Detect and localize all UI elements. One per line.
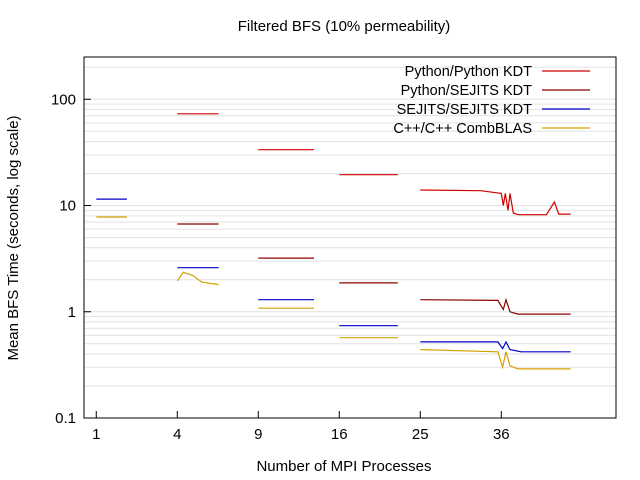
- y-tick-label: 1: [68, 304, 76, 321]
- series-2: [177, 223, 571, 315]
- x-tick-label: 1: [92, 426, 100, 443]
- series-line: [420, 189, 571, 216]
- y-tick-label: 100: [51, 91, 76, 108]
- grid: [84, 66, 616, 387]
- series-line: [420, 340, 571, 353]
- x-tick-label: 16: [331, 426, 348, 443]
- plot-frame: [83, 56, 617, 419]
- x-tick-label: 25: [412, 426, 429, 443]
- legend: Python/Python KDT Python/SEJITS KDT SEJITS…: [393, 64, 590, 137]
- chart-title: Filtered BFS (10% permeability): [238, 18, 451, 35]
- series-line: [420, 349, 571, 370]
- series-group: [96, 113, 571, 370]
- y-tick-label: 10: [59, 198, 76, 215]
- x-tick-label: 4: [173, 426, 181, 443]
- x-axis-label: Number of MPI Processes: [256, 458, 431, 475]
- x-tick-label: 36: [493, 426, 510, 443]
- legend-label: C++/C++ CombBLAS: [393, 121, 532, 137]
- series-line: [176, 271, 219, 286]
- legend-label: SEJITS/SEJITS KDT: [397, 102, 532, 118]
- ticks: 0.1 1 10 100 1 4 9 16 25 36: [51, 91, 510, 443]
- x-tick-label: 9: [254, 426, 262, 443]
- y-axis-label: Mean BFS Time (seconds, log scale): [5, 115, 22, 360]
- series-3: [96, 198, 571, 353]
- legend-label: Python/Python KDT: [405, 64, 532, 80]
- y-tick-label: 0.1: [55, 410, 76, 427]
- series-4: [96, 216, 571, 370]
- legend-label: Python/SEJITS KDT: [401, 83, 532, 99]
- series-1: [177, 113, 571, 216]
- series-line: [420, 297, 571, 315]
